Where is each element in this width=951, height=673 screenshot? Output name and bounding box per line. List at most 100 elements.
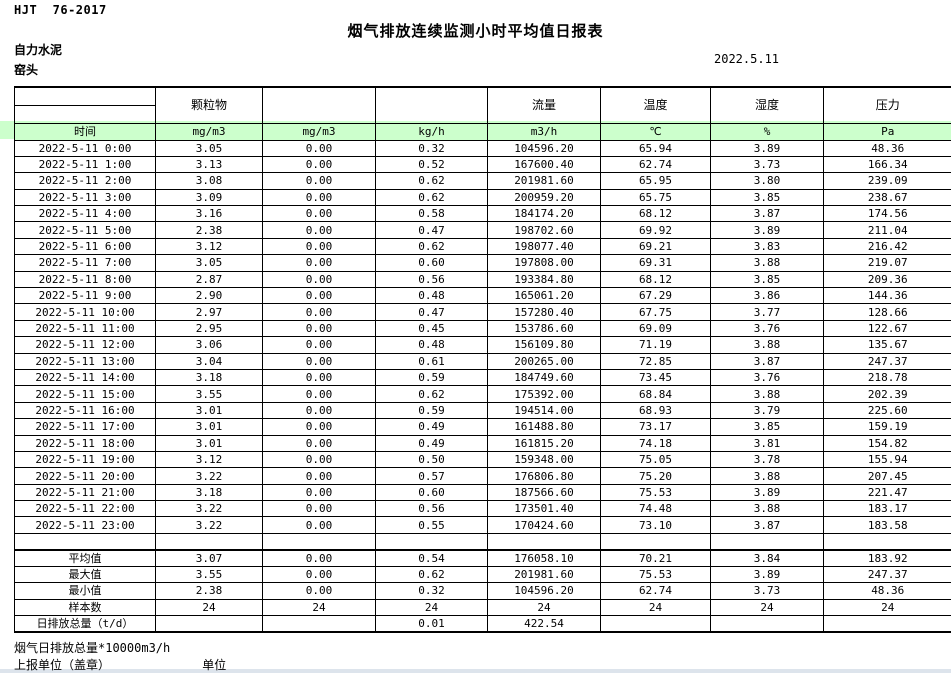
empty-cell <box>14 532 156 551</box>
window-bottom-edge <box>0 669 951 673</box>
summary-value-cell: 3.73 <box>710 582 824 600</box>
corner-cell-bottom <box>14 104 156 124</box>
empty-cell <box>375 532 488 551</box>
value-cell: 0.57 <box>375 467 488 485</box>
summary-label-cell: 最小值 <box>14 582 156 600</box>
table-row: 2022-5-11 11:00 2.95 0.00 0.45 153786.60 69.0… <box>14 319 951 338</box>
empty-cell <box>710 532 824 551</box>
value-cell: 75.20 <box>600 467 711 485</box>
value-cell: 197808.00 <box>487 254 601 272</box>
summary-value-cell <box>600 614 711 633</box>
unit-header-celsius: ℃ <box>600 122 711 141</box>
value-cell: 67.75 <box>600 303 711 321</box>
value-cell: 0.00 <box>262 319 376 338</box>
value-cell: 209.36 <box>823 270 951 289</box>
summary-label-cell: 平均值 <box>14 548 156 567</box>
value-cell: 2.97 <box>155 303 263 321</box>
time-cell: 2022-5-11 20:00 <box>14 467 156 485</box>
value-cell: 176806.80 <box>487 467 601 485</box>
value-cell: 159348.00 <box>487 450 601 469</box>
value-cell: 3.89 <box>710 483 824 502</box>
doc-code: HJT 76-2017 <box>14 3 107 17</box>
value-cell: 0.50 <box>375 450 488 469</box>
value-cell: 184174.20 <box>487 205 601 223</box>
value-cell: 62.74 <box>600 155 711 174</box>
value-cell: 0.00 <box>262 336 376 354</box>
value-cell: 3.22 <box>155 516 263 534</box>
group-header-humidity: 湿度 <box>710 86 824 124</box>
value-cell: 0.00 <box>262 287 376 305</box>
summary-value-cell <box>710 614 824 633</box>
table-row: 2022-5-11 1:00 3.13 0.00 0.52 167600.40 62.74… <box>14 155 951 174</box>
summary-value-cell: 176058.10 <box>487 548 601 567</box>
page-title: 烟气排放连续监测小时平均值日报表 <box>347 22 604 40</box>
table-row: 2022-5-11 13:00 3.04 0.00 0.61 200265.00 72.8… <box>14 352 951 370</box>
value-cell: 0.00 <box>262 188 376 207</box>
value-cell: 184749.60 <box>487 368 601 387</box>
report-date: 2022.5.11 <box>714 52 780 66</box>
value-cell: 3.85 <box>710 188 824 207</box>
value-cell: 144.36 <box>823 287 951 305</box>
value-cell: 75.05 <box>600 450 711 469</box>
group-header-row: 颗粒物 流量 温度 湿度 压力 <box>14 86 951 124</box>
table-row: 2022-5-11 9:00 2.90 0.00 0.48 165061.20 67.29… <box>14 287 951 305</box>
time-cell: 2022-5-11 22:00 <box>14 500 156 518</box>
value-cell: 3.89 <box>710 221 824 239</box>
table-row: 2022-5-11 6:00 3.12 0.00 0.62 198077.40 69.21… <box>14 237 951 256</box>
value-cell: 73.17 <box>600 418 711 436</box>
value-cell: 221.47 <box>823 483 951 502</box>
value-cell: 170424.60 <box>487 516 601 534</box>
value-cell: 69.09 <box>600 319 711 338</box>
value-cell: 0.00 <box>262 221 376 239</box>
value-cell: 187566.60 <box>487 483 601 502</box>
value-cell: 2.38 <box>155 221 263 239</box>
value-cell: 0.00 <box>262 155 376 174</box>
value-cell: 3.88 <box>710 385 824 403</box>
value-cell: 0.52 <box>375 155 488 174</box>
value-cell: 3.22 <box>155 467 263 485</box>
station-name: 窑头 <box>14 63 39 77</box>
value-cell: 3.12 <box>155 237 263 256</box>
value-cell: 0.48 <box>375 287 488 305</box>
value-cell: 3.16 <box>155 205 263 223</box>
value-cell: 216.42 <box>823 237 951 256</box>
table-row: 2022-5-11 14:00 3.18 0.00 0.59 184749.60 73.4… <box>14 368 951 387</box>
summary-value-cell <box>262 614 376 633</box>
summary-value-cell: 201981.60 <box>487 565 601 584</box>
value-cell: 3.55 <box>155 385 263 403</box>
table-row: 2022-5-11 17:00 3.01 0.00 0.49 161488.80 73.1… <box>14 418 951 436</box>
value-cell: 159.19 <box>823 418 951 436</box>
value-cell: 0.00 <box>262 139 376 157</box>
report-table: 颗粒物 流量 温度 湿度 压力 时间 mg/m3 mg/m3 kg/h m3/h… <box>14 86 951 633</box>
footer: 烟气日排放总量*10000m3/h 上报单位（盖章） 单位 <box>14 640 226 673</box>
value-cell: 202.39 <box>823 385 951 403</box>
time-cell: 2022-5-11 18:00 <box>14 434 156 452</box>
value-cell: 161488.80 <box>487 418 601 436</box>
value-cell: 3.01 <box>155 418 263 436</box>
value-cell: 0.00 <box>262 467 376 485</box>
summary-value-cell: 3.07 <box>155 548 263 567</box>
time-cell: 2022-5-11 0:00 <box>14 139 156 157</box>
summary-value-cell: 24 <box>375 598 488 616</box>
value-cell: 3.76 <box>710 319 824 338</box>
table-row: 2022-5-11 2:00 3.08 0.00 0.62 201981.60 65.95… <box>14 172 951 190</box>
table-row: 2022-5-11 22:00 3.22 0.00 0.56 173501.40 74.4… <box>14 500 951 518</box>
table-row: 2022-5-11 15:00 3.55 0.00 0.62 175392.00 68.8… <box>14 385 951 403</box>
value-cell: 68.12 <box>600 205 711 223</box>
summary-value-cell: 0.00 <box>262 548 376 567</box>
value-cell: 69.92 <box>600 221 711 239</box>
summary-value-cell: 24 <box>823 598 951 616</box>
value-cell: 68.84 <box>600 385 711 403</box>
value-cell: 225.60 <box>823 401 951 420</box>
value-cell: 174.56 <box>823 205 951 223</box>
table-row: 2022-5-11 5:00 2.38 0.00 0.47 198702.60 69.92… <box>14 221 951 239</box>
value-cell: 175392.00 <box>487 385 601 403</box>
time-cell: 2022-5-11 3:00 <box>14 188 156 207</box>
value-cell: 0.47 <box>375 303 488 321</box>
value-cell: 3.79 <box>710 401 824 420</box>
value-cell: 68.93 <box>600 401 711 420</box>
unit-header-pa: Pa <box>823 122 951 141</box>
value-cell: 72.85 <box>600 352 711 370</box>
value-cell: 0.00 <box>262 254 376 272</box>
value-cell: 0.00 <box>262 172 376 190</box>
